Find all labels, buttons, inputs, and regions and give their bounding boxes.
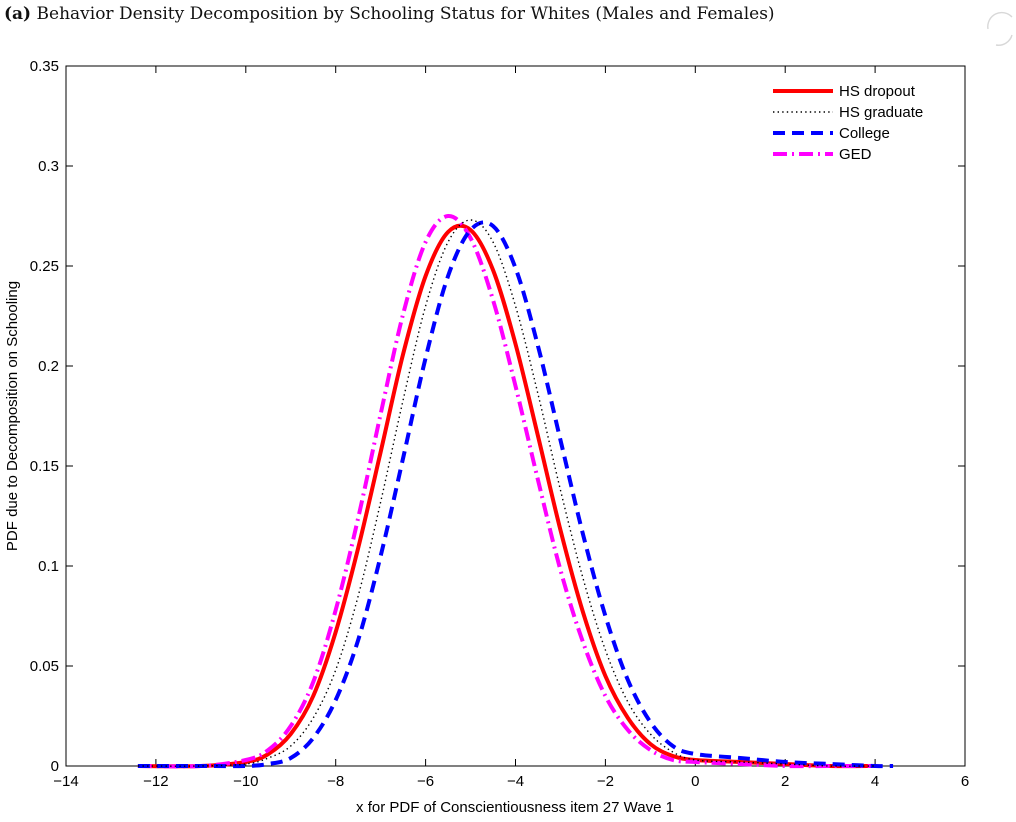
legend-label: GED [839,146,872,163]
x-tick-label: 2 [781,773,789,790]
y-tick-label: 0.2 [38,358,59,375]
series-line-ged [137,214,876,769]
series-line-college [137,220,894,769]
series-line-hs-dropout [137,223,876,769]
legend-label: HS dropout [839,83,916,100]
x-tick-label: −8 [327,773,344,790]
series-line-hs-graduate [137,219,876,767]
x-tick-label: −6 [417,773,434,790]
x-tick-label: 0 [691,773,699,790]
x-tick-label: −2 [597,773,614,790]
x-tick-label: 4 [871,773,879,790]
y-tick-label: 0.3 [38,158,59,175]
x-tick-label: −10 [233,773,258,790]
corner-decoration-icon [987,11,1013,46]
legend: HS dropout HS graduate College GED [773,83,923,163]
y-tick-label: 0.15 [30,458,59,475]
y-tick-label: 0 [51,758,59,775]
caption-text: Behavior Density Decomposition by School… [36,4,775,24]
x-tick-label: −12 [143,773,168,790]
x-tick-label: −4 [507,773,524,790]
x-tick-label: −14 [53,773,78,790]
plot-area [65,65,966,767]
caption-tag: (a) [4,4,32,24]
y-axis-label: PDF due to Decomposition on Schooling [4,281,21,551]
y-tick-label: 0.35 [30,58,59,75]
figure-caption: (a) Behavior Density Decomposition by Sc… [4,4,775,24]
legend-label: College [839,125,890,142]
y-tick-label: 0.1 [38,558,59,575]
series-layer [137,214,894,769]
x-tick-label: 6 [961,773,969,790]
legend-label: HS graduate [839,104,923,121]
x-axis-label: x for PDF of Conscientiousness item 27 W… [356,799,674,816]
y-tick-label: 0.05 [30,658,59,675]
axis-ticks: −14 −12 −10 −8 −6 −4 −2 0 2 4 6 0 0.05 0.1 0.15 0.2 0.25… [30,58,969,790]
y-tick-label: 0.25 [30,258,59,275]
